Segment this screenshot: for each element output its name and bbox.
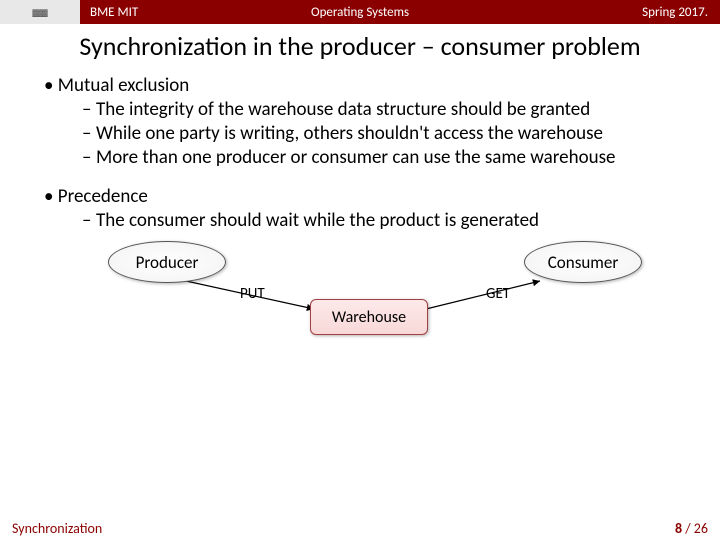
slide-title: Synchronization in the producer – consum… <box>0 30 720 62</box>
edge-label-put: PUT <box>240 285 265 303</box>
page-number: 8 / 26 <box>675 520 708 537</box>
header-right: Spring 2017. <box>642 5 708 20</box>
subbullet: The consumer should wait while the produ… <box>82 210 690 232</box>
page-sep: / <box>682 520 694 537</box>
subbullet: More than one producer or consumer can u… <box>82 147 690 169</box>
header-left: BME MIT <box>90 5 138 20</box>
page-total: 26 <box>694 520 708 537</box>
header-center: Operating Systems <box>311 5 409 20</box>
bullet-mutual-exclusion: Mutual exclusion <box>44 74 690 97</box>
slide-header: ▓▓▓ BME MIT Operating Systems Spring 201… <box>0 0 720 24</box>
node-warehouse: Warehouse <box>310 299 428 335</box>
edge-label-get: GET <box>486 285 510 303</box>
footer-section: Synchronization <box>12 520 102 537</box>
slide-content: Mutual exclusion The integrity of the wa… <box>0 62 720 365</box>
producer-consumer-diagram: Producer Consumer Warehouse PUT GET <box>30 235 690 365</box>
slide-footer: Synchronization 8 / 26 <box>0 516 720 540</box>
subbullet: The integrity of the warehouse data stru… <box>82 99 690 121</box>
institution-logo: ▓▓▓ <box>0 0 80 24</box>
page-current: 8 <box>675 520 682 537</box>
bullet-precedence: Precedence <box>44 185 690 208</box>
subbullet: While one party is writing, others shoul… <box>82 123 690 145</box>
